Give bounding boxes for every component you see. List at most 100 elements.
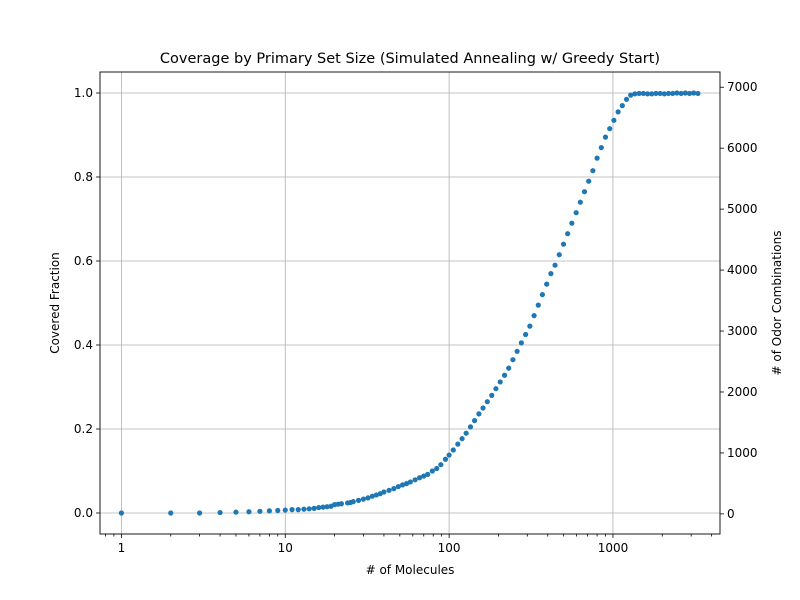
data-point — [429, 468, 435, 474]
data-point — [412, 477, 418, 483]
data-point — [233, 509, 239, 515]
x-tick-label: 1000 — [598, 541, 629, 555]
data-point — [467, 424, 474, 430]
data-point — [590, 168, 596, 174]
y-tick-label: 0.8 — [74, 170, 93, 184]
data-point — [653, 90, 659, 97]
data-point — [577, 199, 583, 205]
data-point — [623, 96, 630, 102]
data-points — [118, 90, 701, 516]
data-point — [644, 91, 651, 97]
data-point — [450, 447, 456, 453]
data-point — [544, 281, 550, 287]
data-point — [586, 178, 592, 184]
data-point — [573, 210, 579, 216]
data-point — [678, 90, 684, 97]
y-tick-label: 0.6 — [74, 254, 93, 268]
data-point — [301, 506, 307, 512]
data-point — [649, 91, 655, 97]
data-point — [611, 117, 617, 123]
data-point — [360, 496, 367, 502]
data-point — [455, 441, 461, 447]
data-point — [527, 323, 533, 329]
data-point — [565, 231, 571, 237]
data-point — [661, 91, 667, 97]
data-point — [598, 145, 604, 151]
data-point — [539, 292, 546, 298]
y2-axis-label: # of Odor Combinations — [770, 231, 784, 376]
data-point — [674, 90, 680, 96]
data-point — [459, 436, 465, 442]
data-point — [381, 489, 387, 495]
y-tick-label: 0.2 — [74, 422, 93, 436]
data-point — [581, 189, 588, 195]
data-point — [391, 486, 397, 492]
data-point — [316, 504, 322, 511]
data-point — [338, 501, 344, 507]
data-point — [438, 462, 444, 468]
data-point — [497, 379, 503, 385]
data-point — [369, 493, 375, 499]
data-point — [282, 507, 288, 513]
data-point — [695, 90, 701, 97]
data-point — [246, 509, 252, 515]
data-point — [548, 271, 554, 277]
data-point — [320, 504, 326, 510]
y2-tick-label: 1000 — [727, 446, 758, 460]
data-point — [295, 507, 301, 513]
data-point — [560, 241, 567, 247]
data-point — [275, 507, 281, 514]
grid-lines — [100, 72, 720, 534]
data-point — [506, 365, 512, 371]
x-tick-label: 1 — [118, 541, 126, 555]
data-point — [619, 103, 625, 109]
data-point — [197, 510, 203, 516]
data-point — [636, 90, 642, 97]
data-point — [311, 505, 317, 511]
data-point — [518, 340, 524, 346]
data-point — [289, 507, 295, 513]
y-tick-label: 1.0 — [74, 86, 93, 100]
data-point — [691, 90, 697, 96]
data-point — [640, 90, 646, 97]
y2-tick-label: 7000 — [727, 80, 758, 94]
y2-tick-label: 4000 — [727, 263, 758, 277]
data-point — [569, 220, 575, 226]
data-point — [657, 90, 663, 97]
data-point — [434, 465, 440, 472]
data-point — [670, 90, 676, 97]
data-point — [266, 508, 272, 514]
data-point — [480, 405, 486, 411]
data-point — [556, 252, 562, 258]
y2-tick-label: 6000 — [727, 141, 758, 155]
data-point — [257, 508, 263, 514]
data-point — [416, 475, 423, 481]
data-point — [324, 504, 330, 510]
data-point — [217, 509, 223, 516]
y-axis-label: Covered Fraction — [48, 252, 62, 354]
data-point — [484, 399, 490, 405]
data-point — [425, 471, 431, 477]
data-point — [399, 482, 406, 488]
data-point — [350, 499, 356, 505]
y-tick-label: 0.0 — [74, 506, 93, 520]
data-point — [594, 155, 600, 161]
y2-tick-label: 3000 — [727, 324, 758, 338]
data-point — [665, 90, 672, 97]
y2-tick-label: 0 — [727, 507, 735, 521]
x-tick-label: 100 — [438, 541, 461, 555]
data-point — [535, 302, 541, 308]
y2-axis-ticks: 0 1000 2000 3000 4000 5000 6000 7000 — [720, 80, 758, 521]
data-point — [686, 90, 693, 97]
y2-tick-label: 2000 — [727, 385, 758, 399]
x-axis-label: # of Molecules — [366, 563, 455, 577]
data-point — [476, 411, 482, 417]
data-point — [632, 91, 638, 97]
y2-tick-label: 5000 — [727, 202, 758, 216]
data-point — [501, 372, 508, 378]
plot-frame — [99, 71, 721, 535]
data-point — [365, 495, 371, 501]
data-point — [306, 506, 312, 512]
x-tick-label: 10 — [278, 541, 293, 555]
